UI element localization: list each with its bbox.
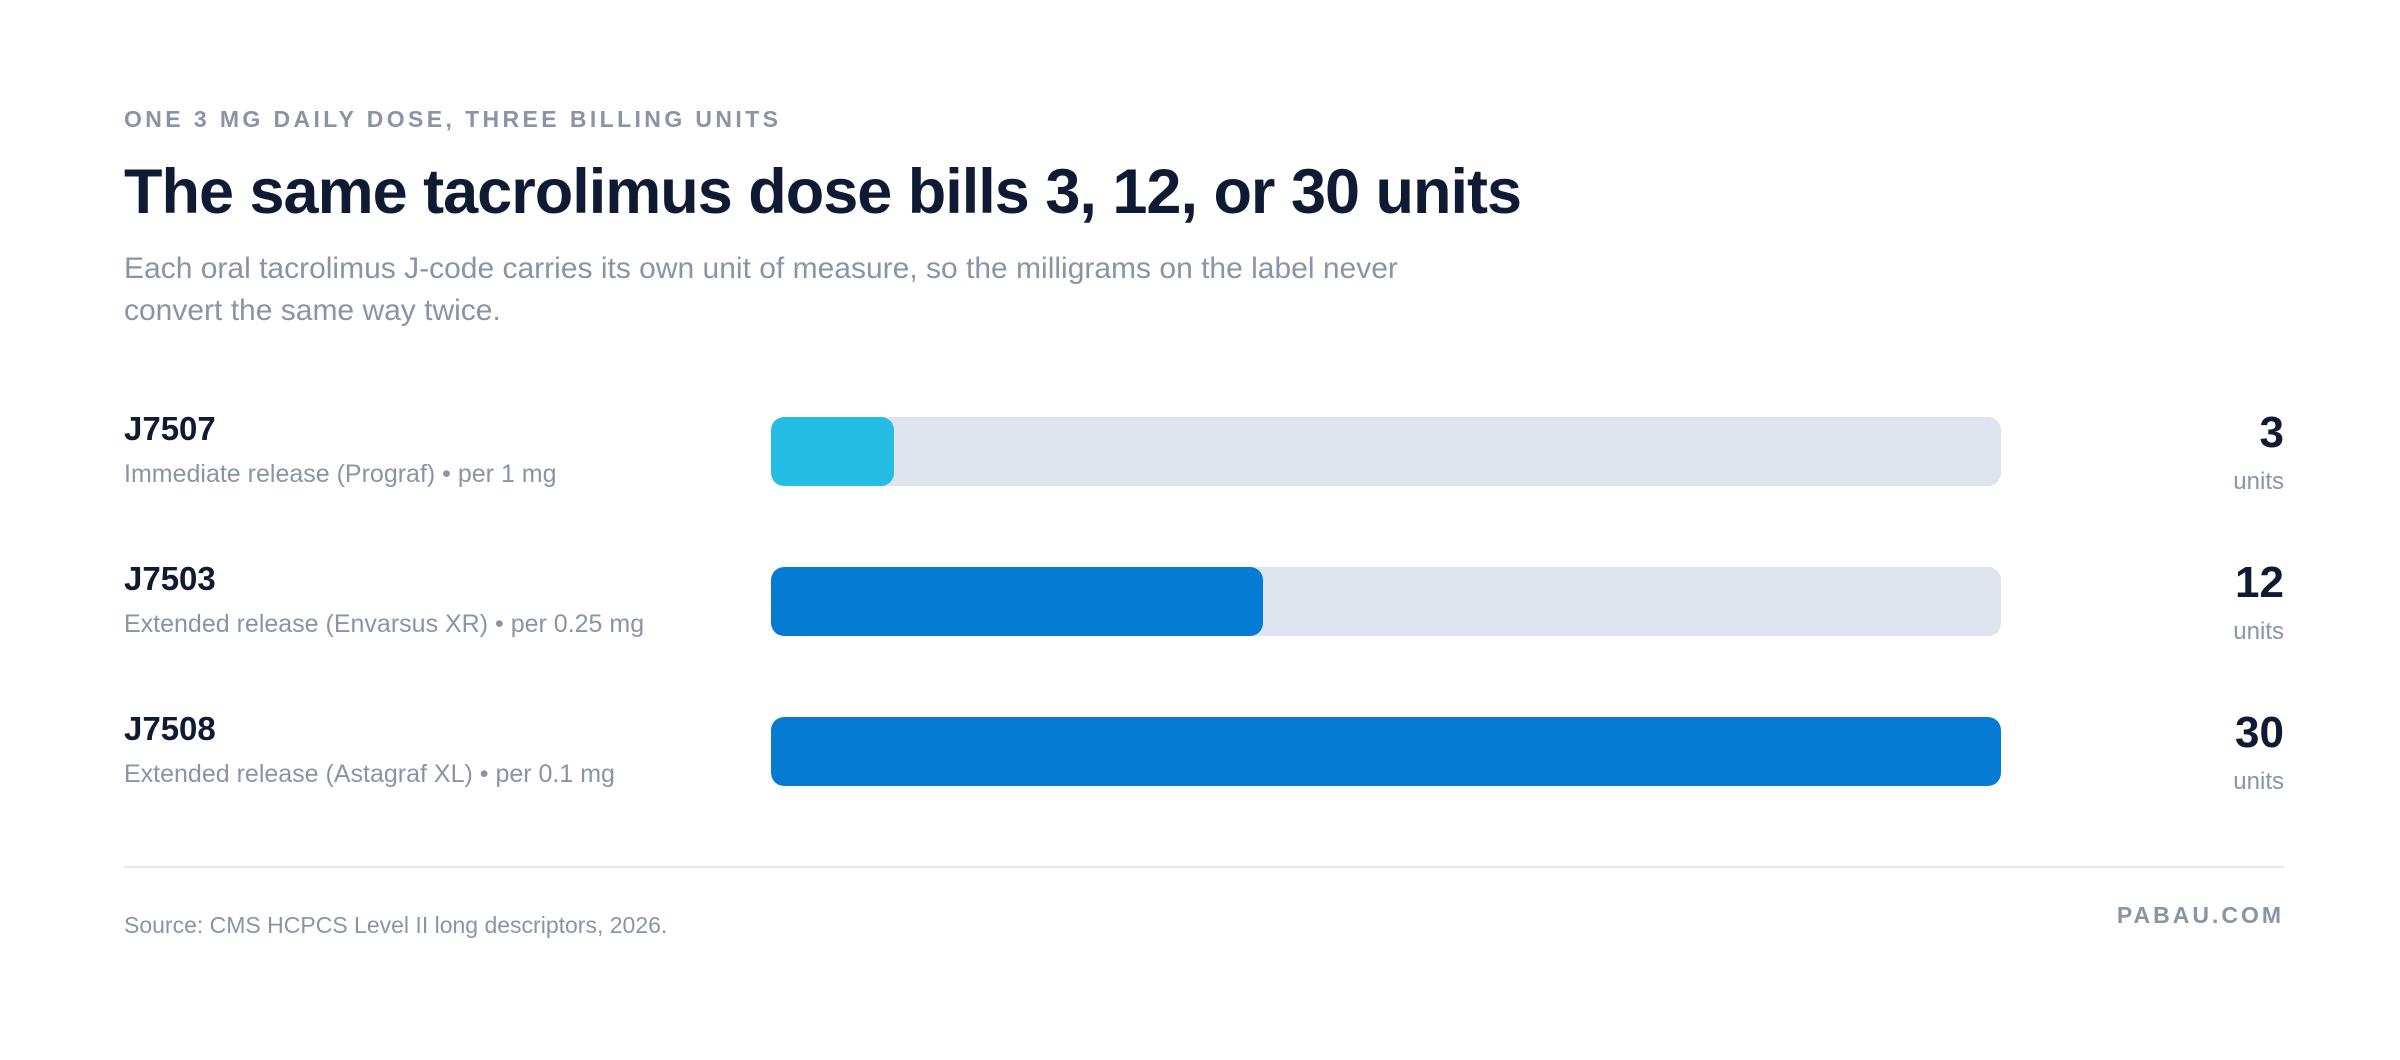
chart-row: J7507 Immediate release (Prograf) • per 1…: [124, 400, 2284, 510]
bar: [771, 417, 894, 486]
category-label: J7508: [124, 710, 216, 747]
unit-label: units: [2233, 768, 2284, 795]
data-label: 12: [2235, 558, 2284, 607]
bar-track: [771, 417, 2001, 486]
unit-label: units: [2233, 618, 2284, 645]
category-description: Extended release (Envarsus XR) • per 0.2…: [124, 610, 645, 638]
chart-row: J7508 Extended release (Astagraf XL) • pe…: [124, 700, 2284, 810]
brand-logo-text: PABAU.COM: [2116, 902, 2284, 928]
page-title: The same tacrolimus dose bills 3, 12, or…: [124, 157, 1522, 227]
bar: [771, 567, 1263, 636]
infographic: ONE 3 MG DAILY DOSE, THREE BILLING UNITS…: [124, 0, 2284, 1060]
page-subtitle: Each oral tacrolimus J-code carries its …: [124, 252, 1398, 327]
bar-track: [771, 567, 2001, 636]
data-label: 30: [2235, 708, 2284, 757]
eyebrow-label: ONE 3 MG DAILY DOSE, THREE BILLING UNITS: [124, 106, 782, 132]
source-note: Source: CMS HCPCS Level II long descript…: [124, 912, 668, 938]
bar-chart: J7507 Immediate release (Prograf) • per 1…: [124, 400, 2284, 800]
footer-divider: [124, 866, 2284, 868]
data-label: 3: [2259, 408, 2284, 457]
category-description: Extended release (Astagraf XL) • per 0.1…: [124, 760, 615, 788]
bar-track: [771, 717, 2001, 786]
chart-row: J7503 Extended release (Envarsus XR) • pe…: [124, 550, 2284, 660]
unit-label: units: [2233, 468, 2284, 495]
bar: [771, 717, 2001, 786]
category-label: J7503: [124, 560, 216, 597]
category-description: Immediate release (Prograf) • per 1 mg: [124, 460, 557, 488]
category-label: J7507: [124, 410, 216, 447]
